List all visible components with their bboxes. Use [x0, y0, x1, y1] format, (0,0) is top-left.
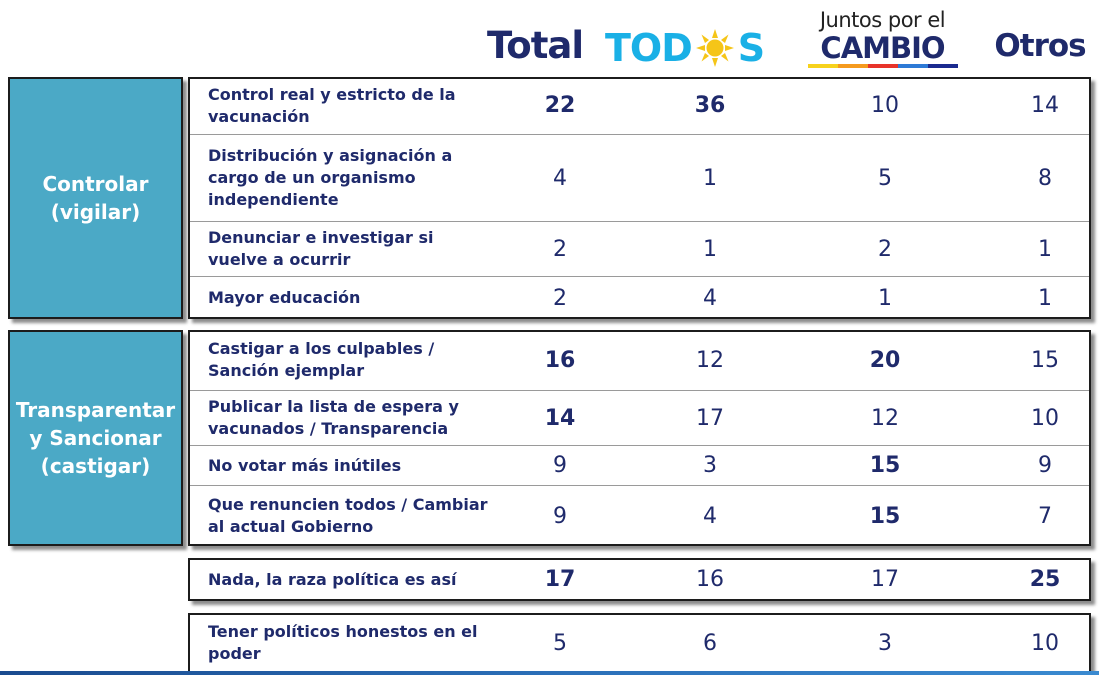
table-row: Denunciar e investigar si vuelve a ocurr…	[190, 221, 1089, 276]
cell-value: 2	[553, 285, 567, 311]
cell-value: 5	[553, 630, 567, 656]
group-label: Controlar (vigilar)	[8, 77, 183, 319]
cell-value: 1	[1038, 285, 1052, 311]
table-group-box: Castigar a los culpables / Sanción ejemp…	[188, 330, 1091, 546]
cell-value: 2	[878, 236, 892, 262]
cell-value: 9	[553, 453, 567, 478]
cell-value: 14	[1031, 93, 1059, 118]
cell-value: 10	[871, 93, 899, 118]
footer-accent-line	[0, 671, 1099, 675]
cell-value: 12	[871, 405, 899, 431]
cell-value: 16	[696, 567, 724, 592]
cell-value: 15	[869, 453, 901, 478]
juntos-logo-line1: Juntos por el	[819, 8, 946, 32]
todos-logo-text-right: S	[737, 26, 765, 70]
cell-value: 9	[553, 503, 567, 529]
cell-value: 12	[696, 347, 724, 373]
row-label: Que renuncien todos / Cambiar al actual …	[208, 495, 488, 536]
cell-value: 3	[703, 453, 717, 478]
cell-value: 7	[1038, 503, 1052, 529]
cell-value: 1	[878, 285, 892, 311]
cell-value: 20	[869, 347, 901, 373]
table-row: Control real y estricto de la vacunación…	[190, 77, 1089, 134]
cell-value: 1	[1038, 236, 1052, 262]
cell-value: 15	[869, 503, 901, 529]
row-label: Control real y estricto de la vacunación	[208, 84, 456, 126]
row-label: Denunciar e investigar si vuelve a ocurr…	[208, 228, 434, 269]
table-row: Publicar la lista de espera y vacunados …	[190, 390, 1089, 445]
column-header-todos-logo: TOD S	[605, 26, 765, 70]
column-header-juntos-por-el-cambio-logo: Juntos por el CAMBIO	[800, 8, 965, 68]
table-row: Castigar a los culpables / Sanción ejemp…	[190, 330, 1089, 390]
cell-value: 3	[878, 630, 892, 656]
cell-value: 17	[544, 567, 576, 592]
sun-icon	[695, 29, 734, 67]
cell-value: 15	[1031, 347, 1059, 373]
cell-value: 4	[553, 165, 567, 191]
table-row: Tener políticos honestos en el poder 5 6 3 1…	[190, 613, 1089, 673]
cell-value: 8	[1038, 165, 1052, 191]
column-header-total: Total	[486, 24, 584, 67]
cell-value: 25	[1029, 567, 1061, 592]
cell-value: 1	[703, 236, 717, 262]
table-row: Que renuncien todos / Cambiar al actual …	[190, 485, 1089, 546]
cell-value: 17	[696, 405, 724, 431]
row-label: Tener políticos honestos en el poder	[208, 622, 478, 663]
cell-value: 6	[703, 630, 717, 656]
cell-value: 1	[703, 165, 717, 191]
table-row: Nada, la raza política es así 17 16 17 25	[190, 558, 1089, 601]
juntos-logo-color-bar	[807, 64, 958, 68]
row-label: Nada, la raza política es así	[208, 569, 457, 589]
row-label: Mayor educación	[208, 288, 361, 307]
cell-value: 2	[553, 236, 567, 262]
table-row: Mayor educación 2 4 1 1	[190, 276, 1089, 319]
group-label: Transparentar y Sancionar (castigar)	[8, 330, 183, 546]
cell-value: 22	[544, 93, 576, 118]
table-group-box: Control real y estricto de la vacunación…	[188, 77, 1091, 319]
cell-value: 14	[544, 405, 576, 431]
juntos-logo-line2: CAMBIO	[820, 31, 945, 65]
cell-value: 10	[1031, 405, 1059, 431]
table-group-box: Nada, la raza política es así 17 16 17 25	[188, 558, 1091, 601]
cell-value: 36	[694, 93, 726, 118]
table-row: No votar más inútiles 9 3 15 9	[190, 445, 1089, 485]
cell-value: 16	[544, 347, 576, 373]
cell-value: 4	[703, 285, 717, 311]
cell-value: 4	[703, 503, 717, 529]
row-label: Castigar a los culpables / Sanción ejemp…	[208, 339, 435, 380]
column-header-otros: Otros	[994, 28, 1086, 64]
todos-logo-text-left: TOD	[605, 26, 693, 70]
cell-value: 10	[1031, 630, 1059, 656]
row-label: No votar más inútiles	[208, 455, 402, 475]
cell-value: 9	[1038, 453, 1052, 478]
table-row: Distribución y asignación a cargo de un …	[190, 134, 1089, 221]
row-label: Distribución y asignación a cargo de un …	[208, 146, 453, 209]
row-label: Publicar la lista de espera y vacunados …	[208, 397, 459, 438]
cell-value: 5	[878, 165, 892, 191]
table-group-box: Tener políticos honestos en el poder 5 6 3 1…	[188, 613, 1091, 673]
cell-value: 17	[871, 567, 899, 592]
